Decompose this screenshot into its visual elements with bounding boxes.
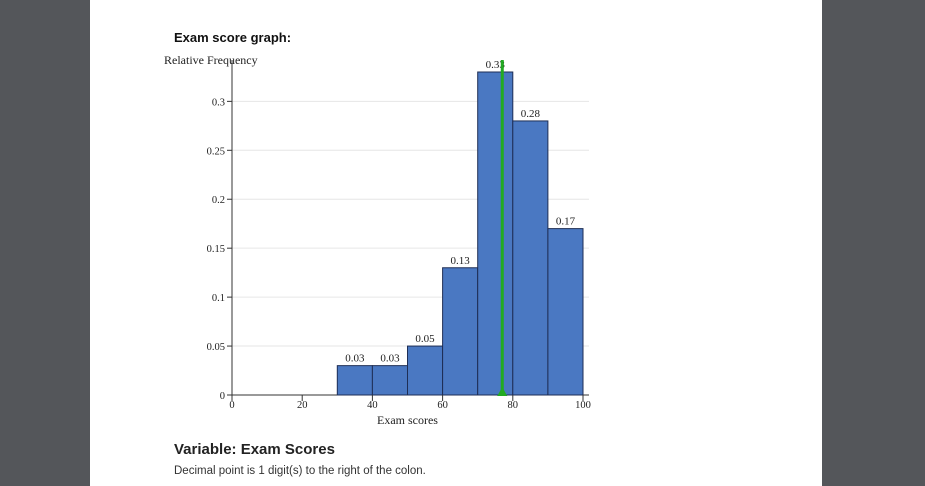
bar-value-label: 0.03 xyxy=(380,353,400,365)
document-page: Exam score graph: 0 0.05 0.1 0.15 0.2 0.25 0.3… xyxy=(90,0,822,486)
x-tick-label: 40 xyxy=(367,400,378,411)
bar-value-label: 0.13 xyxy=(451,255,471,267)
y-tick-label: 0.1 xyxy=(212,293,225,304)
x-tick-label: 20 xyxy=(297,400,308,411)
x-tick-label: 60 xyxy=(437,400,448,411)
histogram-chart: 0 0.05 0.1 0.15 0.2 0.25 0.3 Relative Frequency… xyxy=(164,53,591,427)
bar-value-label: 0.17 xyxy=(556,216,576,228)
bar-value-label: 0.03 xyxy=(345,353,365,365)
histogram-bar xyxy=(547,228,584,396)
x-axis-label: Exam scores xyxy=(377,413,438,427)
variable-heading: Variable: Exam Scores xyxy=(174,441,335,458)
histogram-bar xyxy=(512,120,549,396)
bar-value-label: 0.33 xyxy=(486,59,506,71)
x-tick-label: 0 xyxy=(229,400,234,411)
histogram-bar xyxy=(442,267,479,396)
y-tick-label: 0.15 xyxy=(207,244,225,255)
y-tick-label: 0.25 xyxy=(207,146,225,157)
graph-title: Exam score graph: xyxy=(174,30,292,45)
y-tick-label: 0.2 xyxy=(212,195,225,206)
y-tick-label: 0.05 xyxy=(207,342,225,353)
mean-marker-triangle xyxy=(497,387,508,396)
bar-value-label: 0.05 xyxy=(415,333,435,345)
y-tick-label: 0.3 xyxy=(212,97,225,108)
bar-value-label: 0.28 xyxy=(521,108,541,120)
y-axis-label: Relative Frequency xyxy=(164,53,258,67)
histogram-bar xyxy=(336,365,373,396)
y-tick-label: 0 xyxy=(220,391,225,402)
histogram-bar xyxy=(371,365,408,396)
histogram-bar xyxy=(477,71,514,396)
x-tick-label: 80 xyxy=(508,400,519,411)
histogram-bar xyxy=(407,345,444,396)
decimal-note: Decimal point is 1 digit(s) to the right… xyxy=(174,465,426,477)
x-tick-label: 100 xyxy=(575,400,591,411)
